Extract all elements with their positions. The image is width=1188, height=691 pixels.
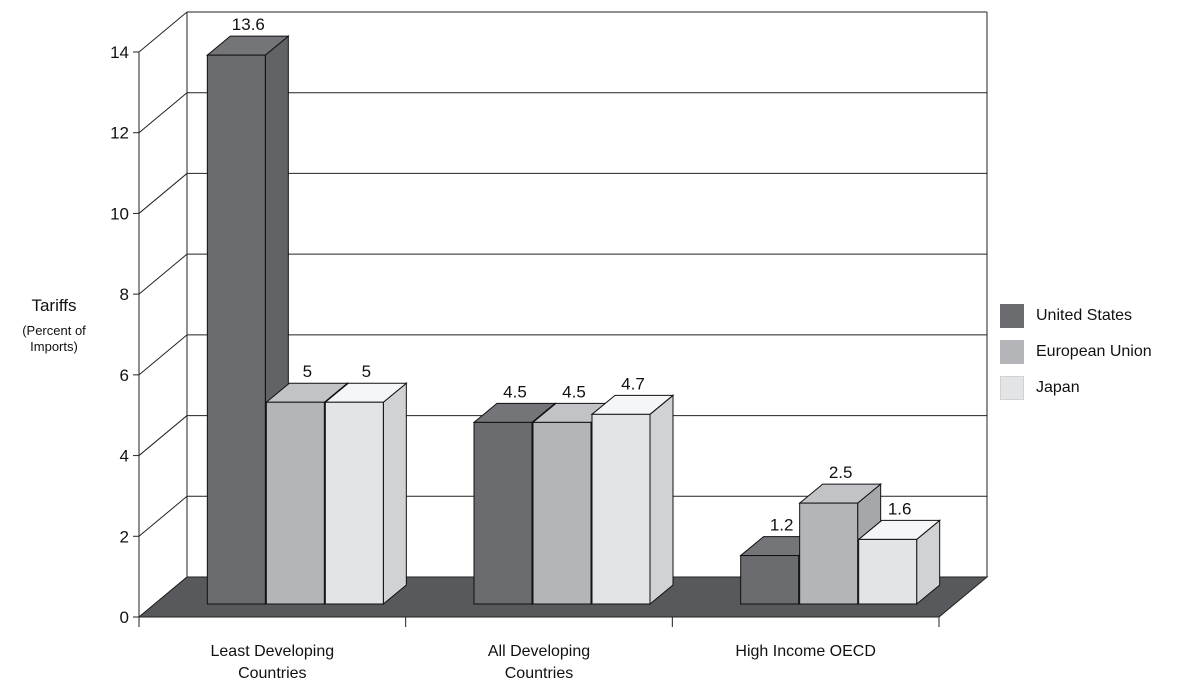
legend-label-european-union: European Union — [1036, 343, 1152, 360]
y-tick-label: 10 — [110, 204, 129, 223]
bar-side-japan — [649, 394, 674, 606]
legend-item-european-union: European Union — [1000, 334, 1152, 370]
data-label-japan: 5 — [362, 362, 371, 381]
legend-swatch-japan — [1000, 376, 1024, 400]
x-category-label: All Developing Countries — [488, 643, 590, 682]
legend: United States European Union Japan — [1000, 298, 1152, 406]
bar-united-states — [740, 555, 800, 605]
y-tick-label: 12 — [110, 124, 129, 143]
side-gridline — [138, 92, 188, 134]
bar-european-union — [799, 502, 859, 605]
legend-swatch-european-union — [1000, 340, 1024, 364]
bar-united-states — [206, 54, 266, 605]
side-gridline — [138, 334, 188, 376]
x-category-label: High Income OECD — [735, 643, 876, 660]
data-label-european-union: 5 — [303, 362, 312, 381]
side-gridline — [138, 11, 188, 53]
bar-japan — [858, 538, 918, 605]
data-label-japan: 4.7 — [621, 374, 645, 393]
side-gridline — [138, 253, 188, 295]
y-tick-label: 6 — [120, 366, 129, 385]
bar-european-union — [532, 421, 592, 605]
x-category-label: Least Developing Countries — [211, 643, 335, 682]
legend-swatch-united-states — [1000, 304, 1024, 328]
data-label-japan: 1.6 — [888, 499, 912, 518]
data-label-united-states: 4.5 — [503, 382, 527, 401]
side-gridline — [138, 173, 188, 214]
y-tick-label: 0 — [120, 608, 129, 627]
data-label-united-states: 13.6 — [232, 15, 265, 34]
bar-japan — [324, 401, 384, 605]
side-gridline — [138, 415, 188, 456]
legend-item-united-states: United States — [1000, 298, 1152, 334]
data-label-european-union: 2.5 — [829, 463, 853, 482]
legend-item-japan: Japan — [1000, 370, 1152, 406]
bar-european-union — [265, 401, 325, 605]
side-gridline — [138, 495, 188, 537]
y-tick-label: 4 — [120, 447, 129, 466]
bar-japan — [591, 413, 651, 605]
y-tick-label: 2 — [120, 527, 129, 546]
bar-side-japan — [382, 382, 407, 606]
y-tick-label: 8 — [120, 285, 129, 304]
y-axis-sublabel: (Percent of Imports) — [22, 323, 86, 354]
legend-label-japan: Japan — [1036, 379, 1080, 396]
data-label-united-states: 1.2 — [770, 516, 794, 535]
legend-label-united-states: United States — [1036, 307, 1133, 324]
bar-united-states — [473, 421, 533, 605]
data-label-european-union: 4.5 — [562, 382, 586, 401]
y-tick-label: 14 — [110, 43, 129, 62]
y-axis-title: Tariffs (Percent of Imports) — [8, 295, 100, 355]
y-axis-label: Tariffs — [31, 296, 77, 315]
